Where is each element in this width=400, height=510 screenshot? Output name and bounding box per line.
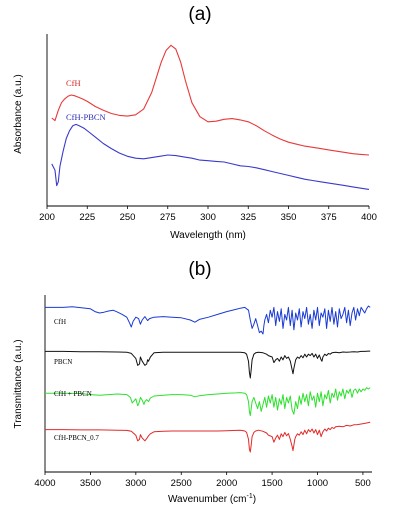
panel-a-x-ticks: 200 225 250 275 300 325 350 375 400 <box>39 206 377 223</box>
panel-b-x-tick-label-4000: 4000 <box>34 478 55 489</box>
panel-b-x-tick-label-500: 500 <box>355 478 371 489</box>
panel-a-x-tick-label-250: 250 <box>120 212 136 223</box>
panel-b-x-tick-label-1000: 1000 <box>307 478 328 489</box>
panel-b-x-tick-label-2000: 2000 <box>216 478 237 489</box>
panel-b-x-axis-title-sup: -1 <box>246 493 252 500</box>
series-line-pbcn <box>45 350 371 379</box>
panel-b-y-axis-title: Transmittance (a.u.) <box>13 339 24 428</box>
panel-b-x-tick-label-3500: 3500 <box>80 478 101 489</box>
panel-a-x-tick-label-400: 400 <box>361 212 377 223</box>
series-line-cfh-pbcn <box>45 387 371 417</box>
panel-a-x-tick-label-200: 200 <box>39 212 55 223</box>
series-line-cfh-pbcn-0-7 <box>45 421 371 453</box>
series-line-cfh <box>45 305 371 335</box>
panel-b-ftir-chart: (b) 4000 3500 3000 2500 2000 1500 1000 500 CfH … <box>13 259 372 505</box>
panel-b-x-axis-title: Wavenumber (cm-1) <box>168 493 256 505</box>
series-label-pbcn: PBCN <box>54 358 72 366</box>
panel-a-series <box>51 44 370 190</box>
panel-a-x-axis-title: Wavelength (nm) <box>170 230 246 241</box>
panel-b-axes <box>44 295 372 473</box>
panel-a-x-tick-label-225: 225 <box>79 212 95 223</box>
panel-a-x-tick-label-375: 375 <box>321 212 337 223</box>
panel-a-x-tick-label-275: 275 <box>160 212 176 223</box>
series-label-cfh-pbcn-07: CfH-PBCN_0.7 <box>54 434 99 442</box>
panel-a-letter: (a) <box>188 4 211 25</box>
series-label-cfh: CfH <box>66 78 81 88</box>
panel-a-x-tick-label-325: 325 <box>240 212 256 223</box>
panel-a-x-tick-label-300: 300 <box>200 212 216 223</box>
panel-b-x-axis-title-close: ) <box>253 494 256 505</box>
series-line-cfh <box>51 44 370 156</box>
panel-b-x-tick-label-1500: 1500 <box>262 478 283 489</box>
panel-b-series <box>45 305 371 453</box>
panel-b-x-tick-label-3000: 3000 <box>125 478 146 489</box>
series-label-cfh-pbcn: CfH-PBCN <box>66 112 106 122</box>
panel-b-x-axis-title-main: Wavenumber (cm <box>168 494 247 505</box>
panel-b-letter: (b) <box>188 259 211 280</box>
panel-b-x-ticks: 4000 3500 3000 2500 2000 1500 1000 500 <box>34 472 371 489</box>
panel-b-x-tick-label-2500: 2500 <box>171 478 192 489</box>
series-label-cfh-ftir: CfH <box>54 318 66 326</box>
panel-a-x-tick-label-350: 350 <box>281 212 297 223</box>
series-line-cfh-pbcn <box>51 123 370 190</box>
panel-a-y-axis-title: Absorbance (a.u.) <box>13 74 24 154</box>
series-label-cfh-plus-pbcn: CfH + PBCN <box>54 390 92 398</box>
panel-a-uv-vis-chart: (a) 200 225 250 275 300 325 350 375 400 CfH CfH-… <box>13 4 377 241</box>
